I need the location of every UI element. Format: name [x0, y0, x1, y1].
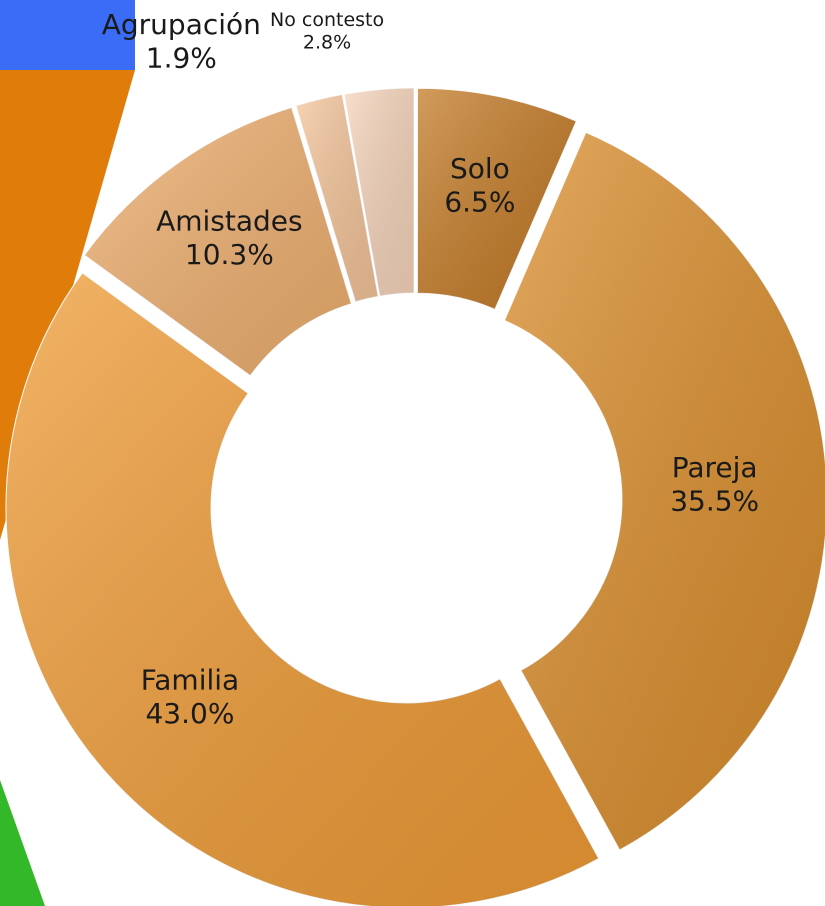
- slice-shade: [343, 88, 414, 297]
- slice-label: Solo: [450, 152, 510, 185]
- slices: [5, 87, 825, 906]
- slice-shade: [417, 88, 577, 310]
- slice-shade: [295, 94, 379, 302]
- slice-value: 43.0%: [145, 697, 234, 730]
- decor-blue: [0, 0, 135, 70]
- slice-value: 10.3%: [185, 238, 274, 271]
- slice-label: Pareja: [672, 451, 758, 484]
- slice-shade: [504, 132, 825, 850]
- decor-green: [0, 780, 45, 906]
- slice-value: 6.5%: [444, 185, 515, 218]
- slice-shade: [6, 272, 599, 906]
- slice-value: 35.5%: [670, 485, 759, 518]
- slice-label: No contesto: [270, 9, 384, 31]
- slice-shade: [84, 107, 352, 376]
- slice-label: Amistades: [156, 205, 303, 238]
- slice-value: 2.8%: [303, 32, 351, 54]
- slice-label: Agrupación: [102, 8, 261, 41]
- slice-label: Familia: [141, 664, 239, 697]
- slice-value: 1.9%: [146, 41, 217, 74]
